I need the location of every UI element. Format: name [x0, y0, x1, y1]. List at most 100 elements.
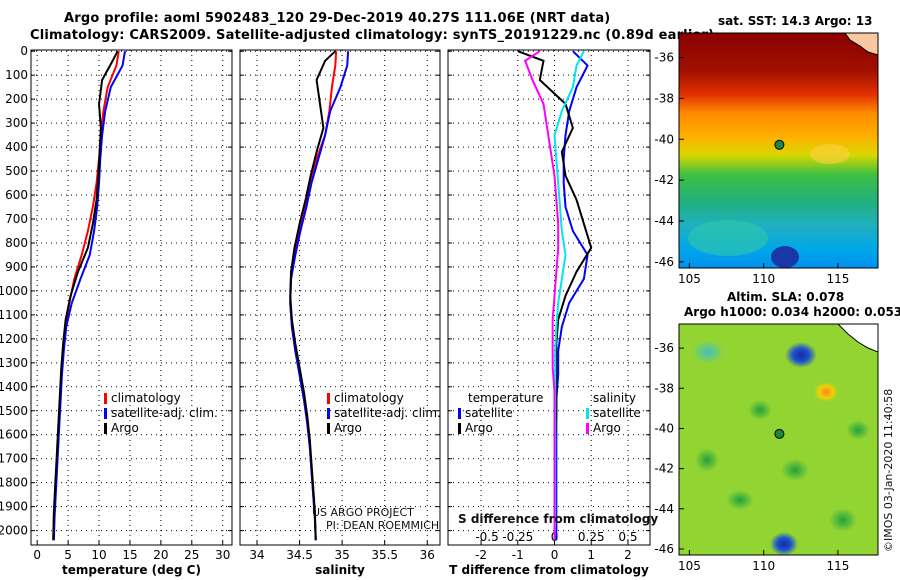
map-y-tick-label: -36: [654, 341, 674, 355]
credit-pi: PI: DEAN ROEMMICH: [326, 519, 440, 532]
legend-item: satellite: [458, 406, 543, 421]
y-tick-label: 800: [5, 236, 28, 250]
legend-item: Argo: [458, 421, 543, 436]
legend-swatch-climatology: [327, 393, 330, 404]
sla-map-title: Altim. SLA: 0.078: [727, 290, 845, 304]
y-tick-label: 1100: [0, 308, 28, 322]
series-line-satellite-adj.-clim.: [52, 51, 126, 541]
x-axis-label: salinity: [315, 563, 365, 577]
plot-title-line-2: Climatology: CARS2009. Satellite-adjuste…: [30, 28, 715, 43]
map-x-tick-label: 110: [752, 272, 775, 286]
legend-swatch-t-argo: [458, 423, 461, 434]
sst-argo-marker: [774, 139, 785, 150]
legend-swatch-satellite: [327, 408, 330, 419]
map-y-tick-label: -42: [654, 173, 674, 187]
map-y-tick-label: -40: [654, 132, 674, 146]
legend-swatch-satellite: [104, 408, 107, 419]
sla-eddy: [770, 532, 798, 555]
legend-label: Argo: [465, 421, 493, 435]
x-tick-label: 2: [624, 548, 632, 562]
x-tick-label: 36: [420, 548, 435, 562]
salinity-legend: climatology satellite-adj. clim. Argo: [327, 391, 441, 436]
legend-swatch-t-satellite: [458, 408, 461, 419]
x-tick-label: 0: [33, 548, 41, 562]
map-x-tick-label: 105: [678, 272, 701, 286]
sst-patch: [688, 220, 768, 256]
x-tick-label: 1: [587, 548, 595, 562]
credit-project: US ARGO PROJECT: [312, 506, 414, 519]
x-tick-label: 5: [64, 548, 72, 562]
map-y-tick-label: -42: [654, 462, 674, 476]
sst-map-frame: [678, 32, 879, 269]
sst-map: [678, 32, 879, 269]
diff-temperature-legend: temperature satellite Argo: [458, 391, 543, 436]
y-tick-label: 1600: [0, 428, 28, 442]
sla-eddy: [846, 420, 870, 440]
legend-item: satellite: [586, 406, 641, 421]
x-axis-label: temperature (deg C): [62, 563, 201, 577]
series-line-climatology: [289, 51, 338, 541]
series-line-argo: [52, 50, 119, 541]
series-line-satellite-adj.-clim.: [289, 51, 350, 541]
map-x-tick-label: 105: [678, 559, 701, 573]
x-tick-label: 30: [215, 548, 230, 562]
sla-map-subtitle: Argo h1000: 0.034 h2000: 0.053: [684, 305, 900, 319]
plot-title-line-1: Argo profile: aoml 5902483_120 29-Dec-20…: [64, 11, 611, 26]
s-diff-axis-title: S difference from climatology: [458, 512, 659, 526]
sla-eddy: [748, 400, 772, 420]
diff-salinity-legend: salinity satellite Argo: [586, 391, 641, 436]
sla-eddy: [692, 340, 724, 364]
x-tick-label: 15: [122, 548, 137, 562]
y-tick-label: 1700: [0, 452, 28, 466]
sla-eddy: [785, 342, 817, 368]
map-y-tick-label: -38: [654, 381, 674, 395]
sla-eddy: [726, 490, 754, 510]
legend-swatch-climatology: [104, 393, 107, 404]
sla-eddy: [695, 448, 719, 472]
sst-land-mask: [844, 33, 878, 56]
map-y-tick-label: -38: [654, 91, 674, 105]
x-tick-label: 35: [334, 548, 349, 562]
x-tick-label: -1: [512, 548, 524, 562]
y-tick-label: 1400: [0, 380, 28, 394]
x-tick-label: -2: [475, 548, 487, 562]
y-tick-label: 1300: [0, 356, 28, 370]
legend-label: Argo: [593, 421, 621, 435]
y-tick-label: 400: [5, 140, 28, 154]
difference-panel: -2 -1 0 1 2-0.5 -0.25 0 0.25 0.5T difference fro…: [447, 49, 651, 577]
sst-warm-patch: [810, 144, 850, 164]
y-tick-label: 700: [5, 212, 28, 226]
s-tick-label: 0.5: [618, 530, 637, 544]
panel-frame: [239, 49, 441, 546]
sla-argo-marker: [774, 428, 785, 439]
map-x-tick-label: 110: [752, 559, 775, 573]
series-line-s-argo: [523, 50, 560, 541]
legend-item: Argo: [327, 421, 441, 436]
x-tick-label: 34: [249, 548, 264, 562]
s-tick-label: 0.25: [578, 530, 605, 544]
legend-swatch-s-argo: [586, 423, 589, 434]
sla-eddy: [781, 459, 809, 481]
imos-timestamp: ©IMOS 03-Jan-2020 11:40:58: [882, 388, 895, 552]
series-line-s-satellite: [553, 50, 585, 541]
s-tick-label: -0.25: [502, 530, 533, 544]
map-y-tick-label: -44: [654, 502, 674, 516]
sla-warm-eddy: [814, 382, 838, 402]
sla-map-axes: 105 110 115 -36 -38 -40 -42 -44 -46: [654, 341, 849, 573]
sst-cold-spot: [771, 246, 799, 268]
series-line-t-satellite: [555, 50, 589, 541]
sla-eddy: [829, 508, 857, 532]
legend-item: climatology: [327, 391, 441, 406]
legend-swatch-s-satellite: [586, 408, 589, 419]
map-y-tick-label: -46: [654, 255, 674, 269]
temperature-legend: climatology satellite-adj. clim. Argo: [104, 391, 218, 436]
legend-label: climatology: [334, 391, 404, 405]
panel-frame: [30, 49, 233, 546]
y-tick-label: 500: [5, 164, 28, 178]
legend-swatch-argo: [327, 423, 330, 434]
map-x-tick-label: 115: [826, 272, 849, 286]
map-y-tick-label: -36: [654, 51, 674, 65]
legend-item: climatology: [104, 391, 218, 406]
legend-label: satellite: [465, 406, 513, 420]
